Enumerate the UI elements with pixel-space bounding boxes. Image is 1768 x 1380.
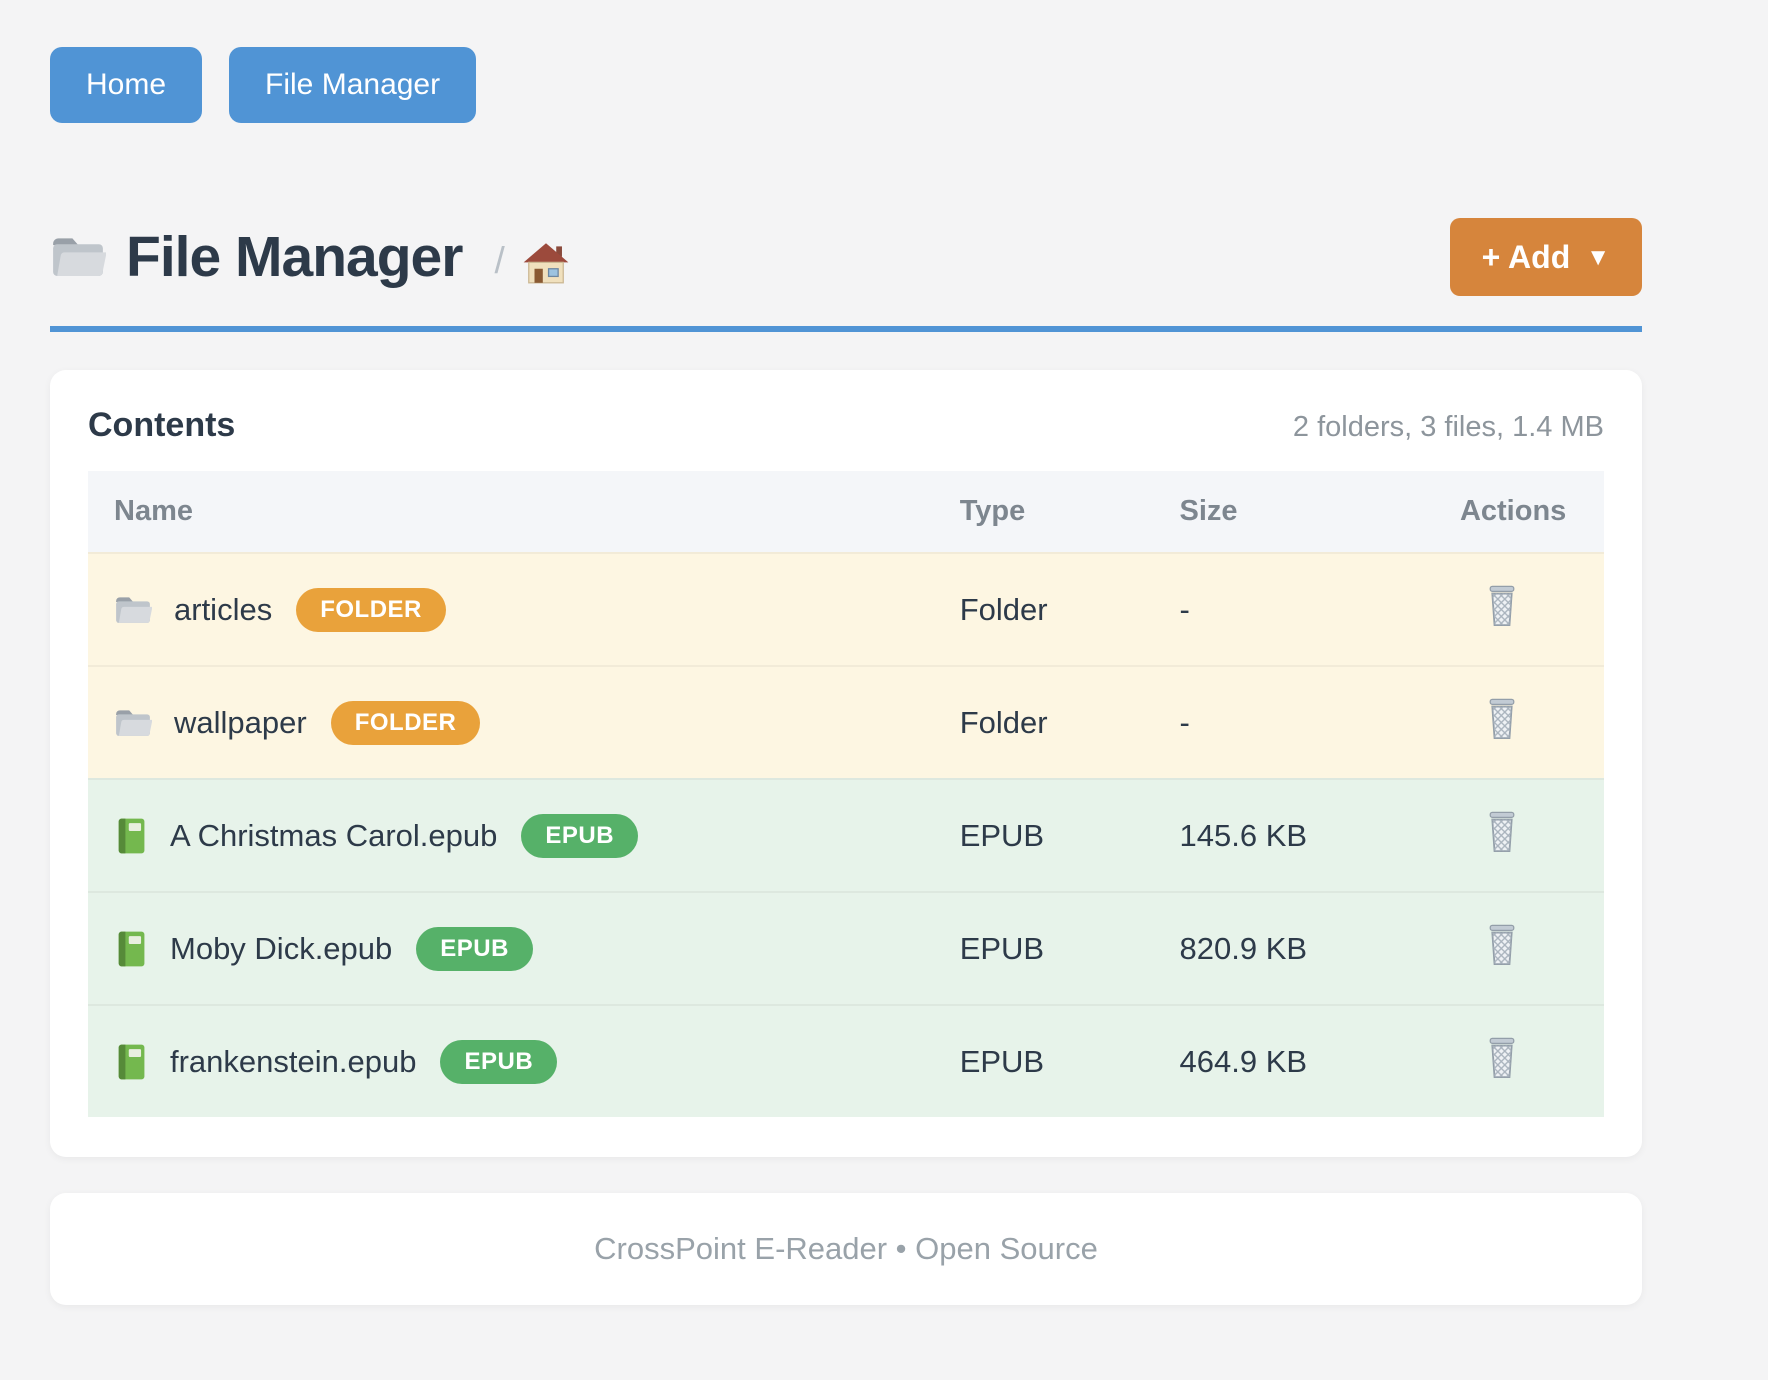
trash-icon — [1484, 1037, 1520, 1082]
trash-icon — [1484, 698, 1520, 743]
name-cell: Moby Dick.epub EPUB — [88, 926, 960, 971]
size-cell: 145.6 KB — [1179, 817, 1308, 853]
delete-button[interactable] — [1484, 585, 1520, 630]
type-badge: FOLDER — [330, 700, 481, 745]
actions-cell — [1460, 1037, 1604, 1087]
page-header: File Manager / + Add ▼ — [50, 218, 1642, 296]
size-cell: 464.9 KB — [1179, 1043, 1308, 1079]
page-container: Home File Manager File Manager / — [50, 0, 1642, 1305]
type-badge: EPUB — [416, 926, 533, 971]
delete-button[interactable] — [1484, 924, 1520, 969]
column-header-actions: Actions — [1459, 495, 1567, 527]
contents-card-header: Contents 2 folders, 3 files, 1.4 MB — [88, 406, 1604, 445]
name-cell: articles FOLDER — [88, 587, 960, 632]
table-row: A Christmas Carol.epub EPUB EPUB 145.6 K… — [88, 778, 1604, 891]
trash-icon — [1484, 585, 1520, 630]
file-manager-button[interactable]: File Manager — [229, 47, 477, 123]
type-cell: EPUB — [959, 930, 1045, 966]
size-cell: - — [1179, 704, 1190, 740]
add-button-label: + Add — [1481, 239, 1571, 275]
table-body: articles FOLDER Folder - — [88, 552, 1604, 1117]
home-button[interactable]: Home — [50, 47, 203, 123]
type-badge: EPUB — [521, 813, 639, 858]
folder-icon — [50, 233, 106, 281]
table-row: Moby Dick.epub EPUB EPUB 820.9 KB — [88, 891, 1604, 1004]
green-book-icon — [114, 1043, 148, 1081]
name-cell: frankenstein.epub EPUB — [88, 1039, 960, 1084]
folder-icon — [114, 594, 152, 626]
file-name-link[interactable]: articles — [174, 591, 273, 627]
trash-icon — [1484, 811, 1520, 856]
name-cell: A Christmas Carol.epub EPUB — [88, 813, 960, 858]
actions-cell — [1460, 585, 1604, 635]
size-cell: 820.9 KB — [1179, 930, 1308, 966]
contents-title: Contents — [88, 406, 236, 444]
delete-button[interactable] — [1484, 811, 1520, 856]
contents-card: Contents 2 folders, 3 files, 1.4 MB Name… — [50, 370, 1642, 1157]
page-title: File Manager — [126, 225, 463, 289]
type-cell: Folder — [959, 704, 1048, 740]
file-name-link[interactable]: frankenstein.epub — [170, 1043, 417, 1079]
footer-card: CrossPoint E-Reader • Open Source — [50, 1193, 1642, 1305]
home-icon[interactable] — [523, 241, 569, 285]
green-book-icon — [114, 817, 148, 855]
footer-text: CrossPoint E-Reader • Open Source — [594, 1231, 1098, 1266]
size-cell: - — [1179, 591, 1190, 627]
contents-summary: 2 folders, 3 files, 1.4 MB — [1292, 411, 1604, 443]
page-title-group: File Manager / — [50, 224, 569, 290]
add-button[interactable]: + Add ▼ — [1449, 218, 1642, 296]
actions-cell — [1460, 811, 1604, 861]
type-badge: EPUB — [440, 1039, 558, 1084]
actions-cell — [1460, 698, 1604, 748]
table-row: frankenstein.epub EPUB EPUB 464.9 KB — [88, 1004, 1604, 1117]
actions-cell — [1460, 924, 1604, 974]
green-book-icon — [114, 930, 148, 968]
file-name-link[interactable]: Moby Dick.epub — [170, 930, 393, 966]
table-row: articles FOLDER Folder - — [88, 552, 1604, 665]
column-header-name: Name — [114, 495, 193, 527]
name-cell: wallpaper FOLDER — [88, 700, 960, 745]
file-name-link[interactable]: wallpaper — [174, 704, 307, 740]
type-badge: FOLDER — [296, 587, 446, 632]
column-header-size: Size — [1179, 495, 1238, 527]
header-divider — [50, 326, 1642, 332]
chevron-down-icon: ▼ — [1586, 244, 1610, 271]
top-nav: Home File Manager — [50, 0, 1642, 123]
folder-icon — [114, 707, 152, 739]
type-cell: EPUB — [959, 1043, 1045, 1079]
table-header-row: Name Type Size Actions — [88, 471, 1604, 552]
table-row: wallpaper FOLDER Folder - — [88, 665, 1604, 778]
file-table: Name Type Size Actions articles FOLDER F… — [88, 471, 1604, 1117]
type-cell: Folder — [959, 591, 1048, 627]
delete-button[interactable] — [1484, 698, 1520, 743]
trash-icon — [1484, 924, 1520, 969]
delete-button[interactable] — [1484, 1037, 1520, 1082]
type-cell: EPUB — [959, 817, 1045, 853]
file-name-link[interactable]: A Christmas Carol.epub — [170, 817, 498, 853]
column-header-type: Type — [959, 495, 1026, 527]
breadcrumb-separator: / — [494, 240, 505, 281]
